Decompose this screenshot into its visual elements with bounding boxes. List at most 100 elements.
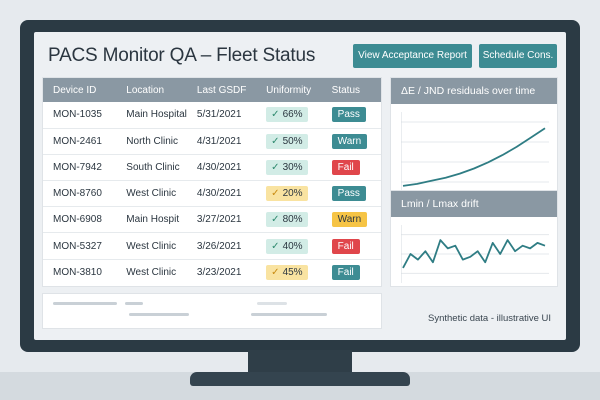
synthetic-data-note: Synthetic data - illustrative UI: [428, 313, 552, 324]
device-id-cell: MON-7942: [43, 154, 117, 182]
location-cell: West Clinic: [116, 180, 187, 208]
table-body: MON-1035 Main Hospital 5/31/2021 ✓ 66% Pass MO…: [43, 102, 381, 285]
location-cell: West Clinic: [126, 266, 177, 278]
monitor-stand-base: [190, 372, 410, 386]
drift-chart: [401, 225, 549, 283]
table-row[interactable]: MON-2461 North Clinic 4/31/2021 ✓ 50% Warn: [43, 128, 381, 155]
uniformity-cell: ✓ 50%: [256, 128, 322, 155]
residuals-chart-title: ΔE / JND residuals over time: [391, 78, 557, 104]
check-icon: ✓: [271, 161, 280, 173]
status-badge: Fail: [331, 159, 360, 175]
location-cell: South Clinic: [116, 154, 187, 182]
column-header-location[interactable]: Location: [126, 84, 165, 96]
status-cell: Fail: [321, 154, 381, 182]
uniformity-cell: ✓ 45%: [256, 259, 321, 285]
check-icon: ✓: [271, 266, 280, 278]
uniformity-value: 40%: [282, 240, 303, 252]
placeholder-bar: [129, 313, 189, 316]
view-acceptance-report-button[interactable]: View Acceptance Report: [353, 44, 472, 68]
placeholder-bar: [53, 302, 117, 305]
table-row[interactable]: MON-8760 West Clinic 4/30/2021 ✓ 20% Pass: [43, 180, 381, 208]
fleet-table: Device ID Location Last GSDF Uniformity …: [43, 78, 381, 285]
residuals-chart-card: ΔE / JND residuals over time: [390, 77, 558, 199]
table-row[interactable]: MON-5327 West Clinic 3/26/2021 ✓ 40% Fail: [43, 232, 381, 260]
device-id-cell: MON-3810: [53, 266, 102, 278]
series-line: [402, 239, 546, 269]
table-header-row: Device ID Location Last GSDF Uniformity …: [43, 78, 381, 102]
status-badge: Fail: [331, 264, 360, 280]
last-gsdf-cell: 3/27/2021: [186, 206, 257, 234]
placeholder-bar: [251, 313, 327, 316]
schedule-button[interactable]: Schedule Cons.: [479, 44, 557, 68]
status-cell: Pass: [321, 180, 381, 208]
location-cell: West Clinic: [116, 232, 187, 260]
uniformity-cell: ✓ 80%: [256, 206, 322, 234]
check-icon: ✓: [271, 188, 280, 200]
location-cell: Main Hospit: [116, 206, 187, 234]
uniformity-badge: ✓ 40%: [266, 238, 308, 254]
uniformity-value: 20%: [282, 188, 303, 200]
device-id-cell: MON-8760: [43, 180, 117, 208]
column-header-device-id[interactable]: Device ID: [53, 84, 97, 96]
device-id-cell: MON-1035: [43, 102, 117, 129]
status-cell: Pass: [321, 102, 381, 129]
status-cell: Warn: [321, 206, 381, 234]
monitor-stand-neck: [248, 350, 352, 374]
placeholder-bar: [257, 302, 287, 305]
drift-chart-title: Lmin / Lmax drift: [391, 191, 557, 217]
drift-chart-card: Lmin / Lmax drift: [390, 190, 558, 287]
uniformity-badge: ✓ 50%: [266, 133, 308, 149]
uniformity-cell: ✓ 30%: [256, 154, 322, 182]
series-line: [402, 127, 546, 187]
uniformity-badge: ✓ 30%: [266, 159, 308, 175]
fleet-table-card: Device ID Location Last GSDF Uniformity …: [42, 77, 382, 287]
page-title: PACS Monitor QA – Fleet Status: [48, 45, 316, 66]
uniformity-badge: ✓ 20%: [266, 186, 308, 202]
table-row[interactable]: MON-1035 Main Hospital 5/31/2021 ✓ 66% Pass: [43, 102, 381, 129]
placeholder-bar: [125, 302, 143, 305]
status-badge: Warn: [331, 212, 368, 228]
residuals-chart: [401, 112, 549, 192]
uniformity-badge: ✓ 66%: [266, 107, 308, 123]
uniformity-badge: ✓ 45%: [266, 264, 308, 280]
status-cell: Fail: [321, 232, 381, 260]
last-gsdf-cell: 5/31/2021: [186, 102, 257, 129]
status-badge: Fail: [331, 238, 360, 254]
last-gsdf-cell: 4/30/2021: [186, 180, 257, 208]
last-gsdf-cell: 3/26/2021: [186, 232, 257, 260]
check-icon: ✓: [271, 109, 280, 121]
device-id-cell: MON-2461: [43, 128, 117, 155]
table-row[interactable]: MON-6908 Main Hospit 3/27/2021 ✓ 80% Warn: [43, 206, 381, 234]
uniformity-cell: ✓ 40%: [256, 232, 322, 260]
screen: PACS Monitor QA – Fleet Status View Acce…: [34, 32, 566, 340]
uniformity-badge: ✓ 80%: [266, 212, 308, 228]
table-row[interactable]: MON-3810 West Clinic 3/23/2021 ✓ 45% Fail: [43, 259, 381, 285]
table-footer: [42, 293, 382, 329]
uniformity-cell: ✓ 66%: [256, 102, 322, 129]
status-badge: Pass: [331, 186, 366, 202]
location-cell: Main Hospital: [116, 102, 187, 129]
uniformity-value: 30%: [282, 161, 303, 173]
uniformity-value: 50%: [282, 135, 303, 147]
last-gsdf-cell: 4/31/2021: [186, 128, 257, 155]
uniformity-value: 80%: [282, 214, 303, 226]
location-cell: North Clinic: [116, 128, 187, 155]
check-icon: ✓: [271, 214, 280, 226]
device-id-cell: MON-6908: [43, 206, 117, 234]
check-icon: ✓: [271, 135, 280, 147]
status-cell: Warn: [321, 128, 381, 155]
last-gsdf-cell: 4/30/2021: [186, 154, 257, 182]
column-header-status[interactable]: Status: [331, 84, 361, 96]
column-header-uniformity[interactable]: Uniformity: [266, 84, 312, 96]
uniformity-value: 66%: [282, 109, 303, 121]
status-badge: Warn: [331, 133, 368, 149]
status-cell: Fail: [322, 259, 381, 285]
check-icon: ✓: [271, 240, 280, 252]
column-header-last-gsdf[interactable]: Last GSDF: [196, 84, 247, 96]
last-gsdf-cell: 3/23/2021: [196, 266, 242, 278]
status-badge: Pass: [331, 107, 366, 123]
uniformity-value: 45%: [282, 266, 303, 278]
device-id-cell: MON-5327: [43, 232, 117, 260]
table-row[interactable]: MON-7942 South Clinic 4/30/2021 ✓ 30% Fail: [43, 154, 381, 182]
uniformity-cell: ✓ 20%: [256, 180, 322, 208]
